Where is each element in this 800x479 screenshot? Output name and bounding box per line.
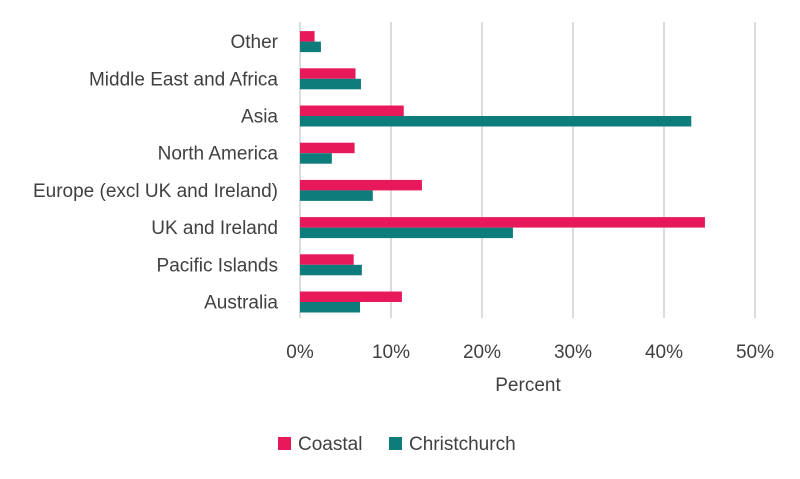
bar-christchurch	[300, 116, 692, 127]
x-tick-label: 20%	[463, 342, 501, 363]
bar-christchurch	[300, 227, 513, 239]
bar-coastal	[300, 217, 705, 228]
bar-christchurch	[300, 190, 373, 201]
bar-christchurch	[300, 264, 362, 276]
x-tick-labels: 0% 10% 20% 30% 40% 50%	[286, 342, 774, 363]
bar-coastal	[300, 142, 355, 154]
category-label: Other	[230, 32, 278, 53]
bar-coastal	[300, 291, 402, 302]
bar-coastal	[300, 68, 356, 79]
x-tick-label: 40%	[645, 342, 683, 363]
bar-christchurch	[300, 302, 361, 313]
bar-christchurch	[300, 41, 321, 53]
legend-label-christchurch: Christchurch	[409, 434, 516, 455]
bar-coastal	[300, 31, 315, 42]
legend-swatch-coastal	[278, 437, 291, 450]
x-tick-label: 30%	[554, 342, 592, 363]
category-label: North America	[158, 144, 279, 165]
bar-christchurch	[300, 153, 332, 164]
x-axis-title: Percent	[495, 375, 561, 396]
bars	[300, 31, 705, 313]
gridlines	[299, 22, 756, 318]
category-labels: Australia Pacific Islands UK and Ireland Eu…	[33, 32, 279, 313]
category-label: Asia	[241, 107, 278, 128]
category-label: Middle East and Africa	[89, 69, 278, 90]
bar-coastal	[300, 105, 404, 116]
bar-coastal	[300, 179, 422, 191]
category-label: Pacific Islands	[157, 255, 278, 276]
x-tick-label: 0%	[286, 342, 314, 363]
legend-swatch-christchurch	[389, 437, 402, 450]
category-label: Australia	[204, 293, 278, 314]
legend: Coastal Christchurch	[278, 434, 516, 455]
category-label: UK and Ireland	[151, 218, 278, 239]
bar-christchurch	[300, 78, 361, 90]
bar-coastal	[300, 254, 354, 265]
x-tick-label: 10%	[372, 342, 410, 363]
legend-label-coastal: Coastal	[298, 434, 362, 455]
x-tick-label: 50%	[736, 342, 774, 363]
category-label: Europe (excl UK and Ireland)	[33, 181, 278, 202]
